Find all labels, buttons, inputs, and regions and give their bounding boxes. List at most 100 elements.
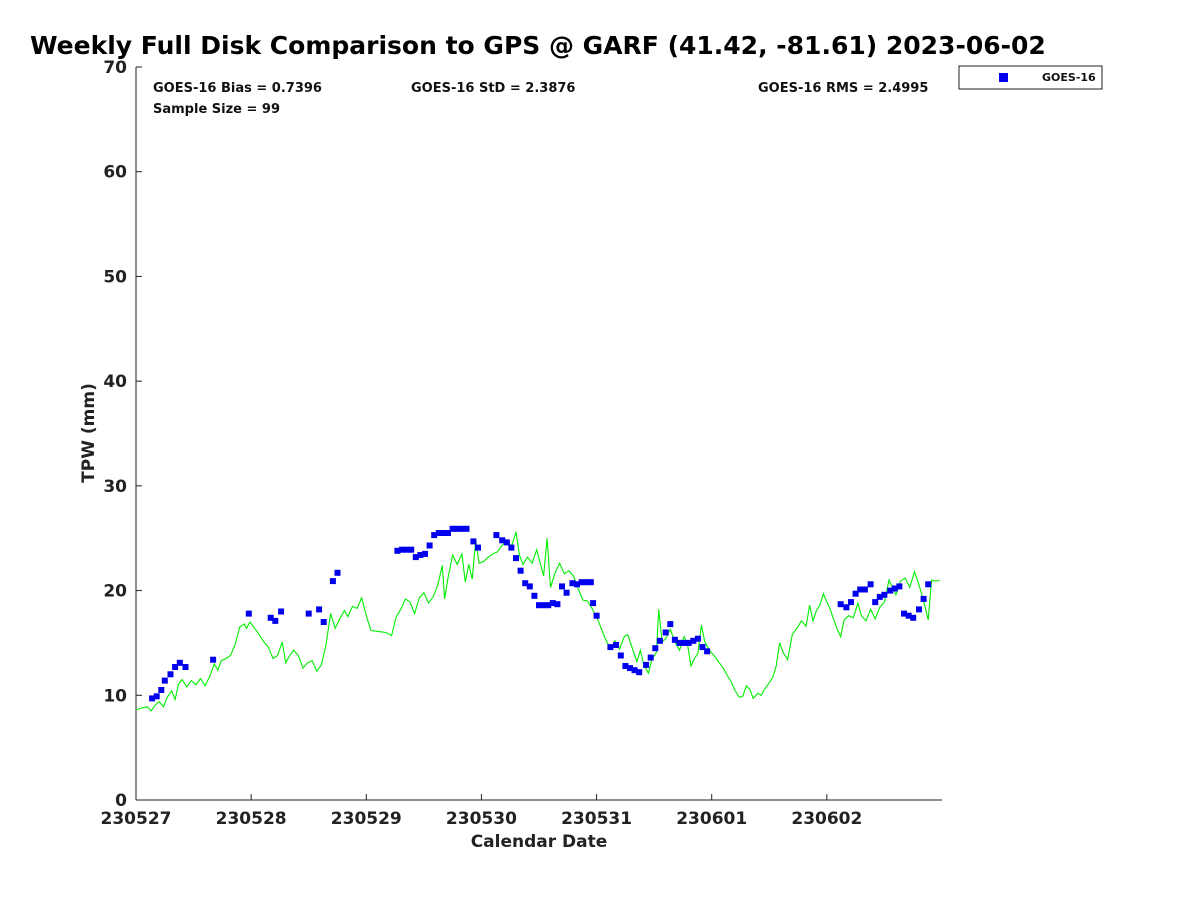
- goes16-point: [901, 610, 907, 617]
- y-tick-label: 30: [103, 477, 127, 497]
- goes16-point: [334, 569, 341, 576]
- goes16-point: [662, 629, 669, 636]
- goes16-point: [463, 525, 470, 532]
- y-axis-label: TPW (mm): [79, 383, 99, 483]
- x-tick-label: 230602: [791, 809, 862, 829]
- stat-bias: GOES-16 Bias = 0.7396: [153, 81, 322, 96]
- x-tick-label: 230530: [446, 809, 517, 829]
- y-tick-label: 70: [103, 58, 127, 78]
- goes16-point: [161, 677, 168, 684]
- goes16-point: [454, 525, 461, 532]
- series-line-group: [135, 531, 940, 712]
- goes16-point: [852, 590, 859, 597]
- goes16-point: [531, 592, 538, 599]
- goes16-point: [656, 637, 663, 644]
- x-tick-label: 230531: [561, 809, 632, 829]
- goes16-point: [569, 580, 576, 587]
- goes16-point: [526, 583, 533, 590]
- goes16-point: [643, 661, 650, 668]
- goes16-point: [153, 693, 160, 700]
- goes16-point: [694, 635, 701, 642]
- x-ticks: 230527 230528 230529 230530 230531 230601 2306…: [101, 794, 862, 829]
- y-tick-label: 20: [103, 582, 127, 602]
- goes16-point: [176, 659, 183, 666]
- x-axis-label: Calendar Date: [471, 832, 608, 852]
- goes16-point: [431, 532, 438, 539]
- goes16-point: [690, 637, 697, 644]
- goes16-point: [699, 644, 706, 651]
- y-tick-label: 10: [103, 686, 127, 706]
- goes16-point: [872, 599, 879, 606]
- stat-std: GOES-16 StD = 2.3876: [411, 81, 575, 96]
- goes16-point: [316, 606, 323, 613]
- goes16-point: [499, 537, 506, 544]
- goes16-point: [848, 599, 854, 606]
- goes16-point: [578, 579, 585, 586]
- goes16-point: [508, 544, 515, 551]
- goes16-point: [182, 664, 189, 670]
- goes16-point: [563, 589, 570, 596]
- goes16-point: [422, 550, 428, 557]
- goes16-point: [554, 601, 561, 608]
- goes16-point: [329, 578, 336, 585]
- goes16-point: [536, 602, 542, 609]
- goes16-point: [861, 586, 868, 593]
- goes16-point: [167, 671, 174, 678]
- goes16-point: [545, 602, 552, 609]
- goes16-point: [503, 539, 510, 546]
- y-ticks: 0 10 20 30 40 50 60 70: [103, 58, 142, 811]
- goes16-point: [587, 579, 594, 586]
- goes16-point: [278, 608, 285, 615]
- goes16-point: [458, 525, 465, 532]
- goes16-point: [590, 600, 597, 607]
- goes16-point: [559, 583, 565, 590]
- goes16-point: [210, 656, 217, 663]
- goes16-point: [636, 669, 643, 676]
- x-tick-label: 230527: [101, 809, 172, 829]
- goes16-point: [408, 546, 415, 553]
- goes16-point: [891, 585, 898, 592]
- y-tick-label: 0: [115, 791, 127, 811]
- goes16-point: [617, 652, 624, 659]
- goes16-point: [540, 602, 547, 609]
- goes16-point: [631, 667, 638, 674]
- goes16-point: [925, 581, 932, 588]
- legend-label-goes16: GOES-16: [1042, 71, 1096, 84]
- series-goes16-group: [149, 525, 932, 702]
- goes16-point: [910, 614, 917, 621]
- goes16-point: [627, 665, 633, 672]
- legend: GOES-16: [958, 65, 1103, 90]
- goes16-point: [671, 636, 678, 643]
- goes16-point: [857, 586, 864, 593]
- goes16-point: [916, 606, 922, 613]
- series-line: [135, 531, 940, 712]
- plot-area: [135, 67, 942, 801]
- goes16-point: [613, 642, 620, 648]
- goes16-point: [896, 583, 903, 590]
- goes16-point: [704, 648, 711, 655]
- x-tick-label: 230601: [676, 809, 747, 829]
- x-tick-label: 230529: [331, 809, 402, 829]
- goes16-point: [522, 580, 529, 587]
- goes16-point: [593, 612, 600, 619]
- goes16-point: [417, 552, 424, 558]
- goes16-point: [172, 664, 179, 670]
- goes16-point: [435, 530, 442, 536]
- goes16-point: [652, 645, 659, 652]
- goes16-point: [403, 546, 410, 553]
- goes16-point: [426, 542, 433, 549]
- goes16-point: [305, 610, 312, 617]
- goes16-point: [513, 555, 519, 562]
- goes16-point: [843, 604, 850, 611]
- goes16-point: [607, 644, 614, 651]
- goes16-point: [887, 587, 894, 594]
- goes16-point: [837, 601, 844, 608]
- goes16-point: [449, 525, 456, 532]
- goes16-point: [517, 567, 524, 574]
- goes16-point: [267, 614, 274, 621]
- goes16-point: [493, 532, 500, 539]
- plot-background: [136, 67, 942, 800]
- goes16-point: [667, 621, 674, 628]
- goes16-point: [394, 547, 401, 554]
